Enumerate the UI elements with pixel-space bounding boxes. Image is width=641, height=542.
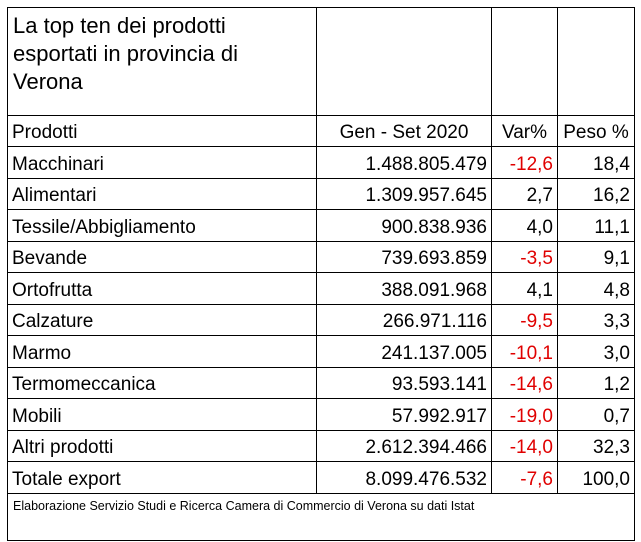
- header-weight: Peso %: [557, 115, 635, 147]
- table-row: Termomeccanica 93.593.141 -14,6 1,2: [7, 366, 635, 399]
- product-cell: Altri prodotti: [7, 429, 317, 462]
- value-cell: 241.137.005: [316, 335, 492, 368]
- var-cell: -9,5: [491, 303, 558, 336]
- table-row: Ortofrutta 388.091.968 4,1 4,8: [7, 272, 635, 305]
- value-cell: 57.992.917: [316, 398, 492, 431]
- value-cell: 8.099.476.532: [316, 461, 492, 494]
- value-cell: 1.309.957.645: [316, 177, 492, 210]
- title-empty-cell: [557, 7, 635, 116]
- var-cell: 4,1: [491, 272, 558, 305]
- value-cell: 900.838.936: [316, 209, 492, 242]
- weight-cell: 3,3: [557, 303, 635, 336]
- weight-cell: 0,7: [557, 398, 635, 431]
- export-table: La top ten dei prodotti esportati in pro…: [7, 7, 635, 541]
- header-product: Prodotti: [7, 115, 317, 147]
- var-cell: 4,0: [491, 209, 558, 242]
- var-cell: -3,5: [491, 240, 558, 273]
- table-row: Calzature 266.971.116 -9,5 3,3: [7, 303, 635, 336]
- weight-cell: 3,0: [557, 335, 635, 368]
- table-row: Bevande 739.693.859 -3,5 9,1: [7, 240, 635, 273]
- weight-cell: 4,8: [557, 272, 635, 305]
- product-cell: Totale export: [7, 461, 317, 494]
- value-cell: 93.593.141: [316, 366, 492, 399]
- value-cell: 739.693.859: [316, 240, 492, 273]
- var-cell: 2,7: [491, 177, 558, 210]
- table-row: Mobili 57.992.917 -19,0 0,7: [7, 398, 635, 431]
- weight-cell: 18,4: [557, 146, 635, 179]
- header-period: Gen - Set 2020: [316, 115, 492, 147]
- table-row: Altri prodotti 2.612.394.466 -14,0 32,3: [7, 429, 635, 462]
- total-row: Totale export 8.099.476.532 -7,6 100,0: [7, 461, 635, 494]
- product-cell: Macchinari: [7, 146, 317, 179]
- table-row: Macchinari 1.488.805.479 -12,6 18,4: [7, 146, 635, 179]
- weight-cell: 1,2: [557, 366, 635, 399]
- product-cell: Ortofrutta: [7, 272, 317, 305]
- product-cell: Mobili: [7, 398, 317, 431]
- weight-cell: 11,1: [557, 209, 635, 242]
- table-row: Alimentari 1.309.957.645 2,7 16,2: [7, 177, 635, 210]
- product-cell: Calzature: [7, 303, 317, 336]
- product-cell: Marmo: [7, 335, 317, 368]
- var-cell: -14,0: [491, 429, 558, 462]
- title-row: La top ten dei prodotti esportati in pro…: [7, 7, 635, 116]
- table-title: La top ten dei prodotti esportati in pro…: [7, 7, 317, 116]
- value-cell: 1.488.805.479: [316, 146, 492, 179]
- product-cell: Termomeccanica: [7, 366, 317, 399]
- value-cell: 2.612.394.466: [316, 429, 492, 462]
- product-cell: Bevande: [7, 240, 317, 273]
- value-cell: 388.091.968: [316, 272, 492, 305]
- header-var: Var%: [491, 115, 558, 147]
- weight-cell: 100,0: [557, 461, 635, 494]
- var-cell: -10,1: [491, 335, 558, 368]
- weight-cell: 16,2: [557, 177, 635, 210]
- weight-cell: 9,1: [557, 240, 635, 273]
- source-note: Elaborazione Servizio Studi e Ricerca Ca…: [7, 492, 635, 541]
- var-cell: -7,6: [491, 461, 558, 494]
- product-cell: Tessile/Abbigliamento: [7, 209, 317, 242]
- var-cell: -12,6: [491, 146, 558, 179]
- table-row: Marmo 241.137.005 -10,1 3,0: [7, 335, 635, 368]
- title-empty-cell: [491, 7, 558, 116]
- header-row: Prodotti Gen - Set 2020 Var% Peso %: [7, 115, 635, 147]
- product-cell: Alimentari: [7, 177, 317, 210]
- var-cell: -19,0: [491, 398, 558, 431]
- note-row: Elaborazione Servizio Studi e Ricerca Ca…: [7, 492, 635, 541]
- weight-cell: 32,3: [557, 429, 635, 462]
- title-empty-cell: [316, 7, 492, 116]
- value-cell: 266.971.116: [316, 303, 492, 336]
- var-cell: -14,6: [491, 366, 558, 399]
- table-row: Tessile/Abbigliamento 900.838.936 4,0 11,1: [7, 209, 635, 242]
